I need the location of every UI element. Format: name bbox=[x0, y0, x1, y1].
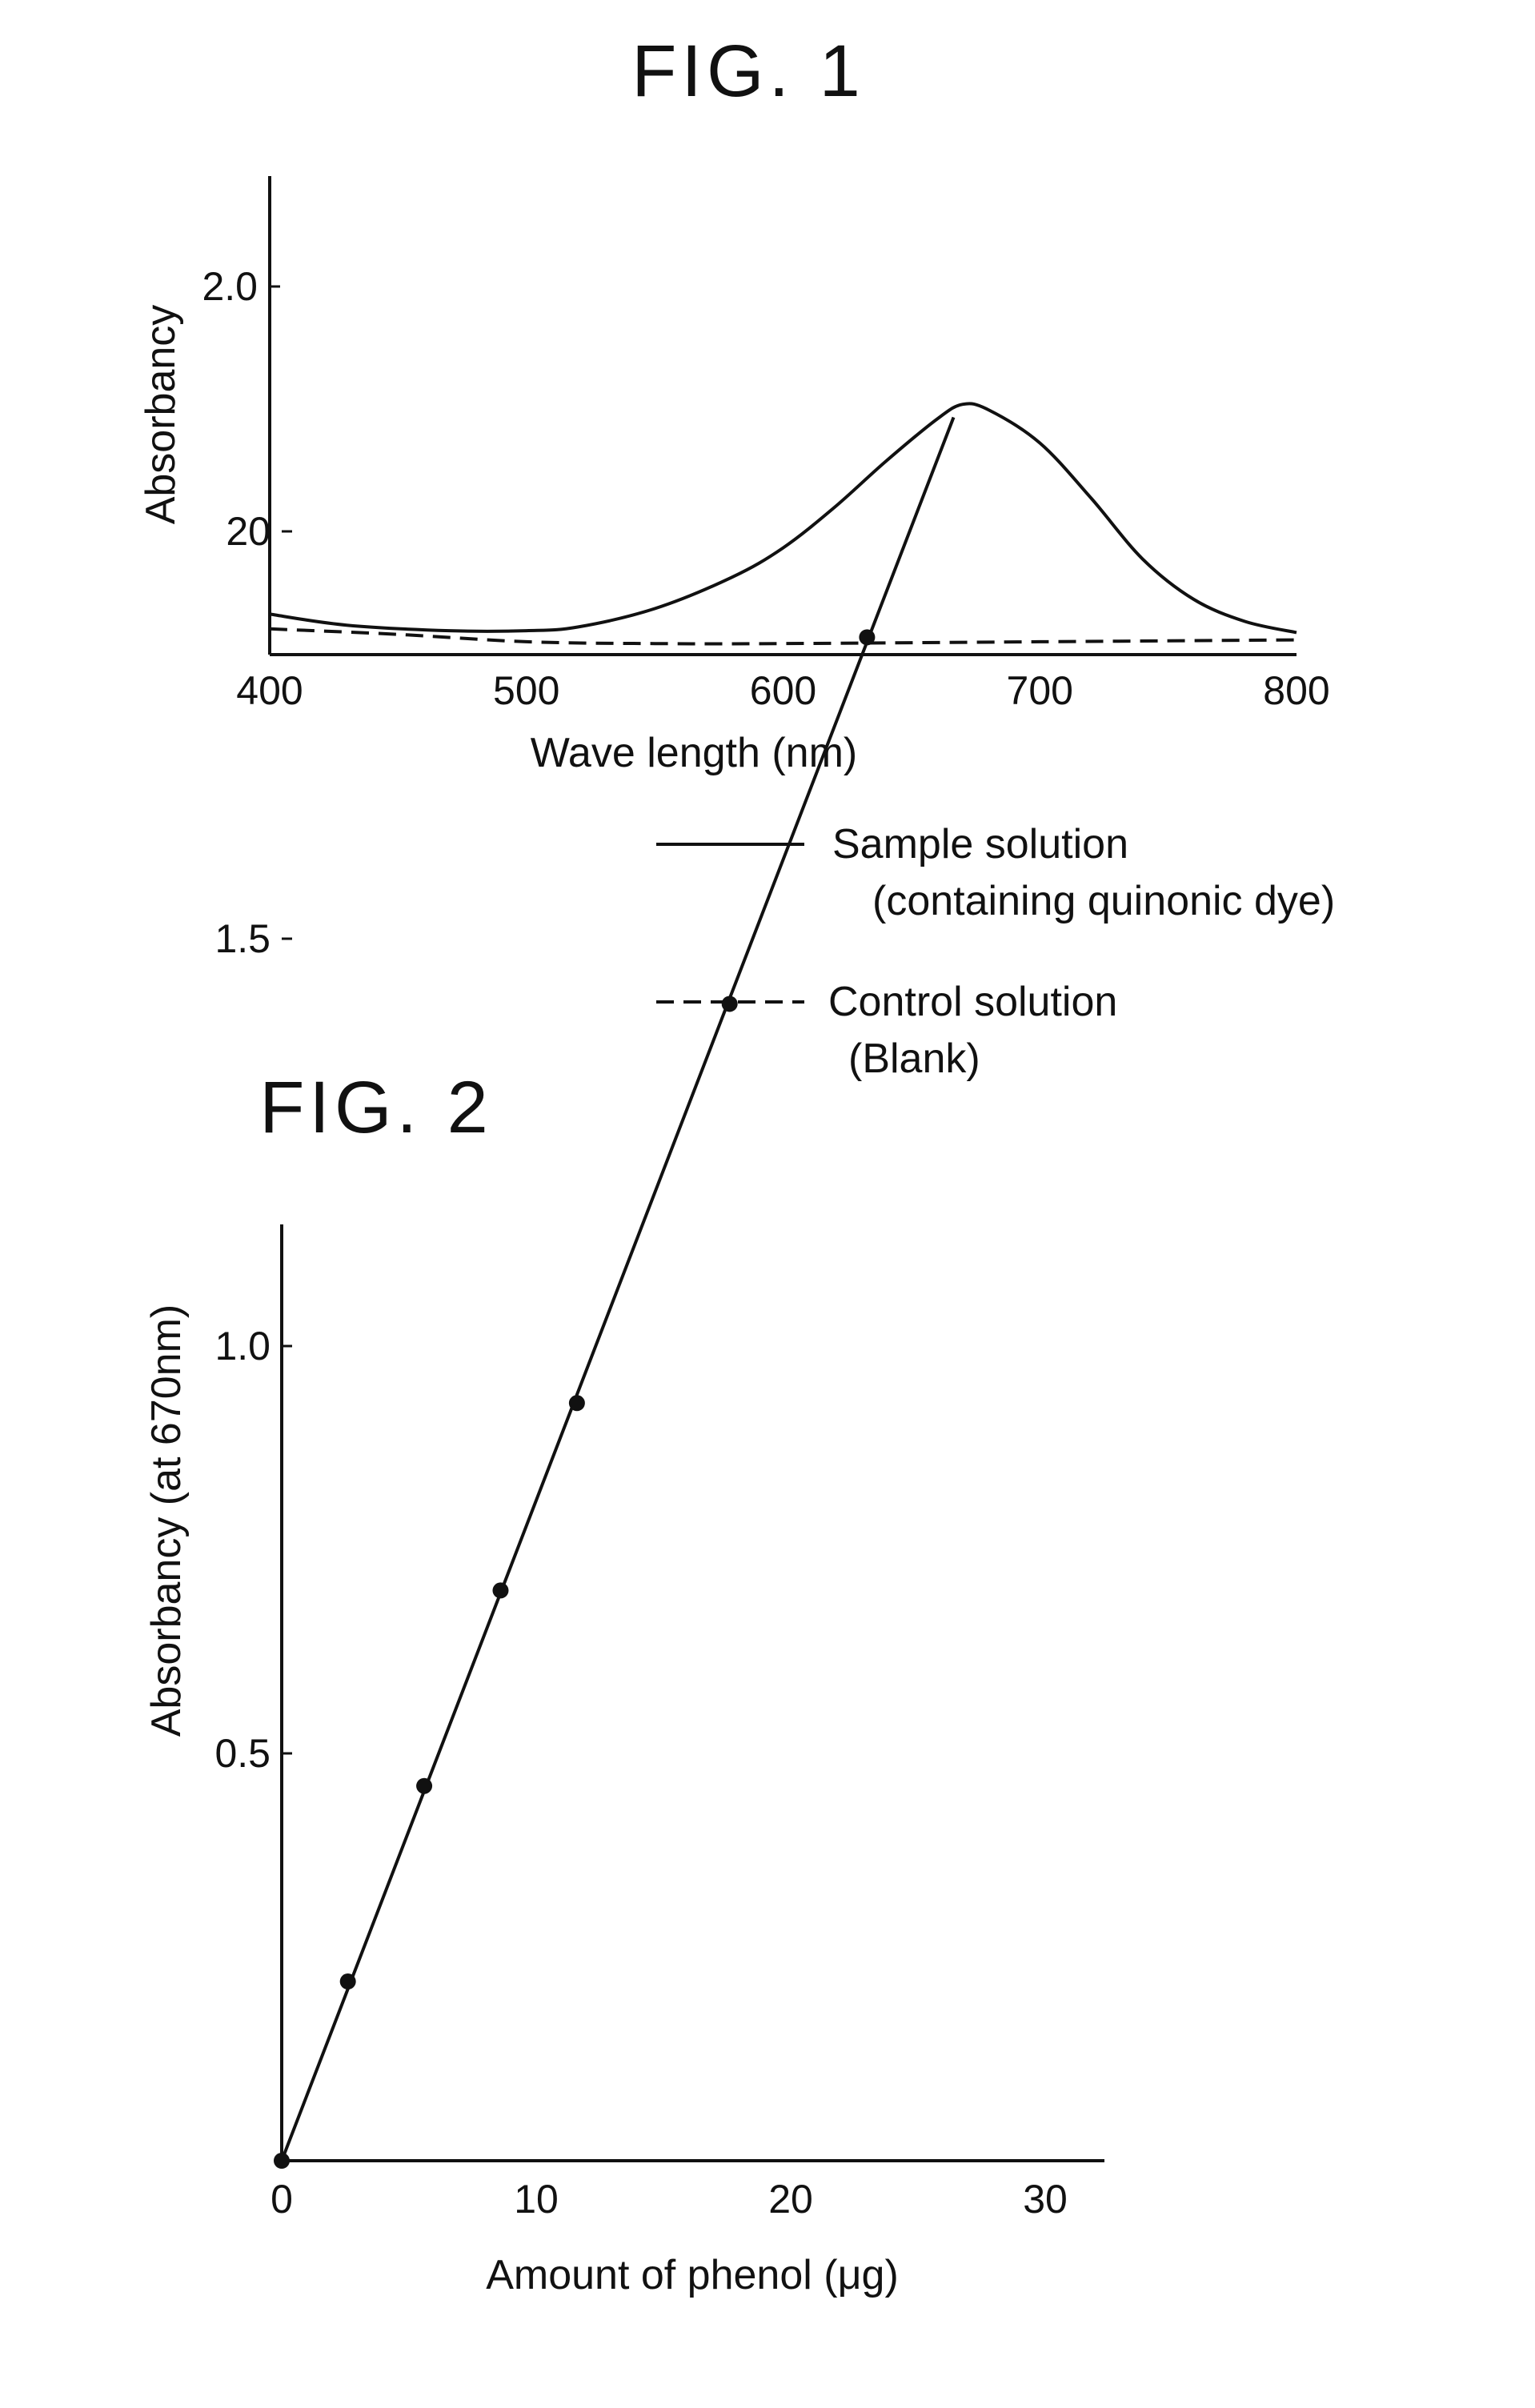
data-point bbox=[416, 1778, 432, 1794]
fig2-y-tick-1.0: 1.0 bbox=[214, 1324, 271, 1368]
legend-item-control: Control solution (Blank) bbox=[656, 979, 1117, 1082]
legend-sample-sublabel: (containing quinonic dye) bbox=[872, 878, 1335, 924]
fig1-y-tick-2.0: 2.0 bbox=[202, 264, 258, 309]
data-point bbox=[569, 1395, 585, 1411]
legend-control-sublabel: (Blank) bbox=[848, 1036, 980, 1082]
calibration-fit-line bbox=[282, 417, 954, 2161]
fig2-x-tick-30: 30 bbox=[1023, 2177, 1068, 2222]
fig2-y-tick-1.5: 1.5 bbox=[214, 916, 271, 961]
data-point bbox=[274, 2153, 290, 2169]
fig1-x-tick-labels: 400 500 600 700 800 bbox=[236, 668, 1329, 713]
sample-solution-curve bbox=[270, 403, 1297, 632]
legend-sample-label: Sample solution bbox=[832, 821, 1128, 867]
fig1-y-axis-label: Absorbancy bbox=[138, 305, 184, 525]
legend-control-label: Control solution bbox=[828, 979, 1117, 1025]
fig2-x-axis-label: Amount of phenol (μg) bbox=[486, 2252, 899, 2298]
fig1-x-axis-label: Wave length (nm) bbox=[531, 730, 857, 776]
calibration-data-points bbox=[274, 629, 875, 2169]
fig2-x-tick-0: 0 bbox=[271, 2177, 293, 2222]
data-point bbox=[722, 996, 738, 1012]
fig1-x-tick-600: 600 bbox=[750, 668, 816, 713]
figure-2-title: FIG. 2 bbox=[259, 1067, 493, 1148]
fig1-x-tick-800: 800 bbox=[1263, 668, 1329, 713]
fig1-x-tick-500: 500 bbox=[493, 668, 559, 713]
fig1-x-tick-700: 700 bbox=[1007, 668, 1073, 713]
fig2-y-tick-0.5: 0.5 bbox=[214, 1731, 271, 1776]
fig2-x-tick-20: 20 bbox=[768, 2177, 813, 2222]
fig2-y-axis-label: Absorbancy (at 670nm) bbox=[143, 1304, 190, 1737]
fig2-x-tick-10: 10 bbox=[514, 2177, 559, 2222]
fig2-x-tick-labels: 0 10 20 30 bbox=[271, 2177, 1068, 2222]
data-point bbox=[492, 1582, 508, 1598]
fig1-legend: Sample solution (containing quinonic dye… bbox=[656, 821, 1335, 1082]
data-point bbox=[340, 1973, 356, 1989]
figure-1-title: FIG. 1 bbox=[631, 30, 865, 112]
fig2-y-tick-20: 20 bbox=[226, 509, 271, 554]
legend-item-sample: Sample solution (containing quinonic dye… bbox=[656, 821, 1335, 924]
fig1-x-tick-400: 400 bbox=[236, 668, 303, 713]
data-point bbox=[859, 629, 875, 645]
figure-1: FIG. 1 400 500 600 700 800 2.0 Wave length (… bbox=[138, 30, 1335, 1082]
